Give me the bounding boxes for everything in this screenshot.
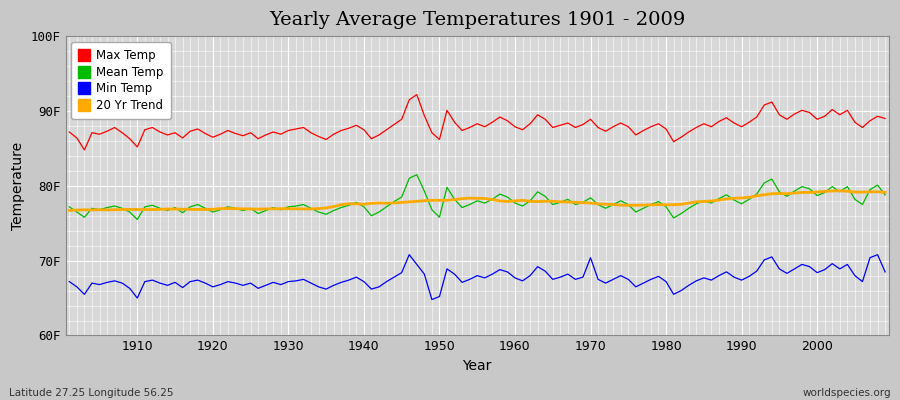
Text: worldspecies.org: worldspecies.org <box>803 388 891 398</box>
Legend: Max Temp, Mean Temp, Min Temp, 20 Yr Trend: Max Temp, Mean Temp, Min Temp, 20 Yr Tre… <box>71 42 171 119</box>
Title: Yearly Average Temperatures 1901 - 2009: Yearly Average Temperatures 1901 - 2009 <box>269 11 686 29</box>
Text: Latitude 27.25 Longitude 56.25: Latitude 27.25 Longitude 56.25 <box>9 388 174 398</box>
X-axis label: Year: Year <box>463 359 492 373</box>
Y-axis label: Temperature: Temperature <box>11 142 25 230</box>
